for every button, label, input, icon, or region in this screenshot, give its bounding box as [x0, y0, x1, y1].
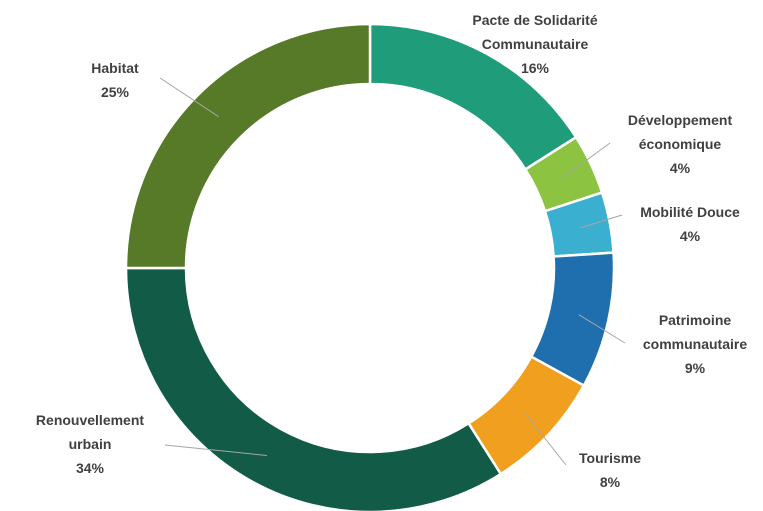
leader-line: [563, 142, 611, 178]
value-label: 8%: [599, 474, 621, 490]
data-label: Mobilité Douce 4%: [605, 200, 763, 248]
category-label: Renouvellement urbain: [35, 412, 145, 452]
value-label: 9%: [684, 360, 706, 376]
category-label: Patrimoine communautaire: [642, 312, 748, 352]
data-label: Patrimoine communautaire 9%: [620, 308, 763, 380]
leader-line: [580, 214, 623, 229]
leader-line: [578, 314, 626, 344]
category-label: Mobilité Douce: [640, 204, 740, 220]
value-label: 25%: [100, 84, 130, 100]
category-label: Habitat: [91, 60, 139, 76]
value-label: 34%: [75, 460, 105, 476]
value-label: 4%: [669, 160, 691, 176]
slice: [124, 22, 372, 270]
leader-line: [164, 444, 267, 457]
category-label: Tourisme: [579, 450, 641, 466]
category-label: Pacte de Solidarité Communautaire: [472, 12, 598, 52]
data-label: Pacte de Solidarité Communautaire 16%: [445, 8, 625, 80]
value-label: 4%: [679, 228, 701, 244]
category-label: Développement économique: [627, 112, 733, 152]
slice: [124, 266, 503, 511]
leader-line: [159, 77, 219, 118]
leader-line: [525, 414, 567, 466]
data-label: Habitat 25%: [55, 56, 175, 104]
value-label: 16%: [520, 60, 550, 76]
data-label: Renouvellement urbain 34%: [15, 408, 165, 480]
data-label: Tourisme 8%: [550, 446, 670, 494]
data-label: Développement économique 4%: [605, 108, 755, 180]
